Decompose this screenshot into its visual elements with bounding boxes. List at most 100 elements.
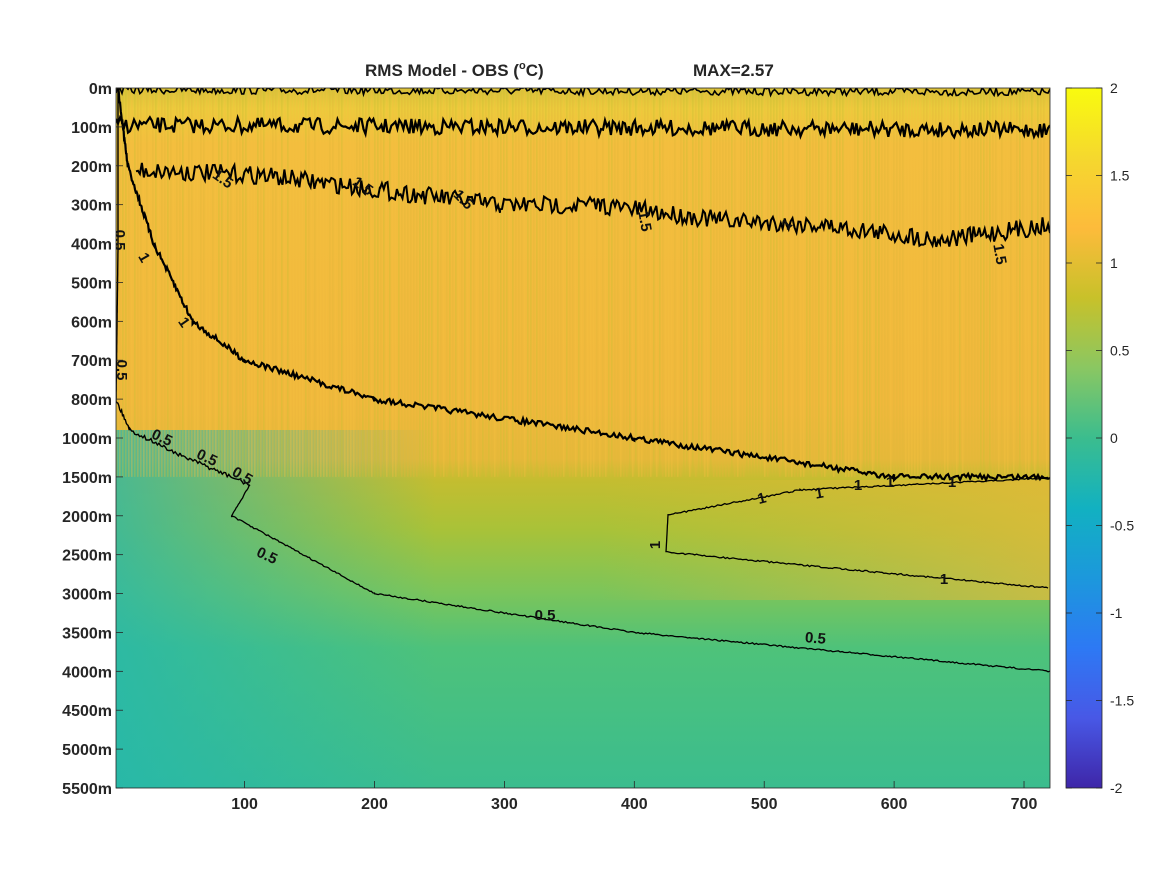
- stripe: [344, 88, 346, 477]
- stripe: [314, 88, 316, 477]
- stripe: [680, 88, 682, 477]
- stripe: [749, 88, 751, 477]
- stripe: [671, 88, 673, 477]
- stripe: [332, 88, 334, 477]
- stripe: [212, 88, 214, 477]
- stripe: [146, 88, 148, 477]
- stripe: [443, 88, 445, 477]
- stripe: [596, 88, 598, 477]
- stripe: [1031, 88, 1033, 477]
- stripe: [593, 88, 595, 477]
- stripe: [821, 88, 823, 477]
- stripe: [668, 88, 670, 477]
- stripe: [149, 88, 151, 477]
- stripe: [710, 88, 712, 477]
- contour-label: 1: [948, 474, 956, 491]
- stripe: [209, 88, 211, 477]
- stripe: [521, 88, 523, 477]
- y-tick-label: 200m: [71, 159, 112, 176]
- stripe: [320, 88, 322, 477]
- stripe: [695, 88, 697, 477]
- stripe: [1010, 88, 1012, 477]
- stripe: [887, 88, 889, 477]
- stripe: [947, 88, 949, 477]
- stripe: [293, 88, 295, 477]
- stripe: [761, 88, 763, 477]
- stripe: [629, 88, 631, 477]
- stripe: [464, 88, 466, 477]
- contour-0.5-west: [116, 89, 251, 486]
- stripe: [374, 88, 376, 477]
- stripe: [860, 88, 862, 477]
- stripe: [143, 88, 145, 477]
- stripe: [425, 88, 427, 477]
- stripe: [509, 88, 511, 477]
- stripe: [230, 88, 232, 477]
- stripe: [998, 88, 1000, 477]
- x-tick-label: 200: [361, 796, 388, 813]
- colorbar-tick-label: -2: [1110, 780, 1123, 796]
- stripe: [872, 88, 874, 477]
- stripe: [1007, 88, 1009, 477]
- stripe: [1004, 88, 1006, 477]
- stripe: [734, 88, 736, 477]
- stripe: [194, 88, 196, 477]
- stripe: [371, 88, 373, 477]
- colorbar-tick-label: 0: [1110, 430, 1118, 446]
- contour-label: 1.5: [634, 209, 654, 232]
- stripe: [239, 88, 241, 477]
- stripe: [386, 88, 388, 477]
- stripe: [836, 88, 838, 477]
- stripe: [233, 88, 235, 477]
- stripe: [1049, 88, 1050, 477]
- stripe: [800, 88, 802, 477]
- stripe: [674, 88, 676, 477]
- stripe: [953, 88, 955, 477]
- stripe: [971, 88, 973, 477]
- stripe: [902, 88, 904, 477]
- x-tick-label: 700: [1011, 796, 1038, 813]
- stripe: [218, 88, 220, 477]
- stripe: [614, 88, 616, 477]
- stripe: [827, 88, 829, 477]
- chart-title: RMS Model - OBS (oC): [365, 60, 544, 80]
- stripe: [791, 88, 793, 477]
- stripe: [131, 88, 133, 477]
- stripe: [650, 88, 652, 477]
- y-tick-label: 1000m: [62, 431, 112, 448]
- stripe: [746, 88, 748, 477]
- stripe: [659, 88, 661, 477]
- stripe: [770, 88, 772, 477]
- stripe: [683, 88, 685, 477]
- stripe: [197, 88, 199, 477]
- contour-label: 0.5: [113, 360, 130, 381]
- stripe: [548, 88, 550, 477]
- stripe: [572, 88, 574, 477]
- stripe: [536, 88, 538, 477]
- stripe: [833, 88, 835, 477]
- y-tick-label: 700m: [71, 353, 112, 370]
- stripe: [677, 88, 679, 477]
- stripe: [929, 88, 931, 477]
- stripe: [479, 88, 481, 477]
- stripe: [176, 88, 178, 477]
- stripe: [989, 88, 991, 477]
- y-tick-label: 500m: [71, 275, 112, 292]
- stripe: [812, 88, 814, 477]
- stripe: [488, 88, 490, 477]
- stripe: [446, 88, 448, 477]
- stripe: [563, 88, 565, 477]
- stripe: [326, 88, 328, 477]
- stripe: [803, 88, 805, 477]
- stripe: [599, 88, 601, 477]
- stripe: [1013, 88, 1015, 477]
- stripe: [1001, 88, 1003, 477]
- stripe: [305, 88, 307, 477]
- stripe: [530, 88, 532, 477]
- stripe: [161, 88, 163, 477]
- stripe: [782, 88, 784, 477]
- stripe: [911, 88, 913, 477]
- stripe: [920, 88, 922, 477]
- stripe: [404, 88, 406, 477]
- stripe: [863, 88, 865, 477]
